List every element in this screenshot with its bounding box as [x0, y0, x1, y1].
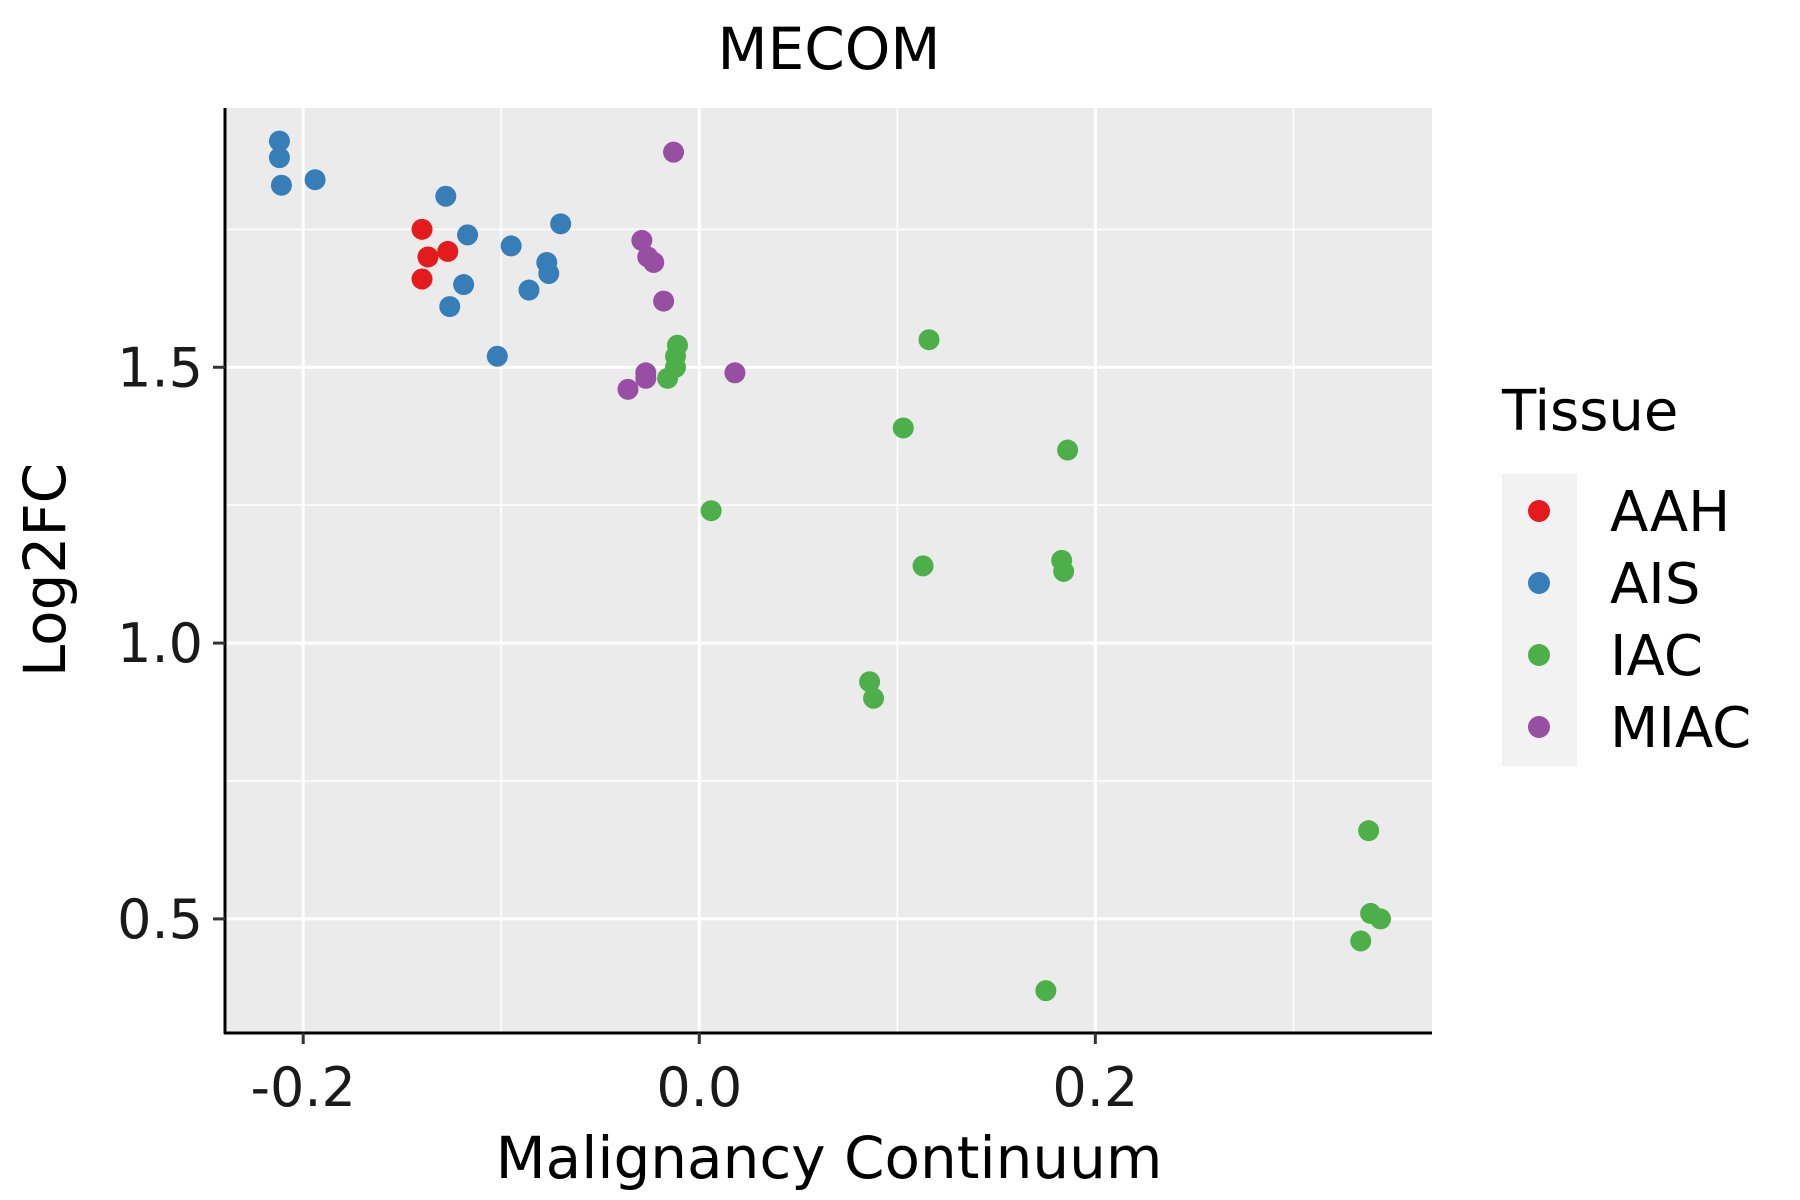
data-point-miac	[617, 378, 639, 400]
data-point-iac	[1350, 930, 1372, 952]
data-point-ais	[500, 235, 522, 257]
data-point-aah	[437, 240, 459, 262]
legend-label-miac: MIAC	[1610, 696, 1751, 761]
y-tick-label: 1.0	[117, 612, 203, 675]
data-point-miac	[643, 251, 665, 273]
data-point-aah	[417, 246, 439, 268]
data-point-iac	[700, 500, 722, 522]
data-point-miac	[635, 367, 657, 389]
legend-key-aah	[1528, 500, 1550, 522]
data-point-ais	[268, 147, 290, 169]
legend-key-ais	[1528, 572, 1550, 594]
legend-key-miac	[1528, 716, 1550, 738]
legend: Tissue AAH AIS IAC MIAC	[1501, 379, 1751, 766]
data-point-ais	[270, 174, 292, 196]
data-points	[268, 130, 1392, 1002]
data-point-iac	[892, 417, 914, 439]
x-axis-title: Malignancy Continuum	[496, 1124, 1163, 1192]
major-gridlines	[224, 108, 1432, 1032]
data-point-iac	[918, 329, 940, 351]
data-point-ais	[518, 279, 540, 301]
data-point-ais	[457, 224, 479, 246]
data-point-ais	[439, 296, 461, 318]
chart-title: MECOM	[718, 15, 941, 83]
x-tick-label: 0.2	[1052, 1056, 1138, 1119]
data-point-iac	[859, 671, 881, 693]
data-point-ais	[486, 345, 508, 367]
x-tick-label: 0.0	[656, 1056, 742, 1119]
data-point-iac	[912, 555, 934, 577]
legend-label-iac: IAC	[1610, 624, 1703, 689]
data-point-iac	[1370, 908, 1392, 930]
legend-label-ais: AIS	[1610, 552, 1700, 617]
plot-panel	[224, 108, 1432, 1032]
data-point-miac	[724, 362, 746, 384]
x-axis-ticks: -0.2 0.0 0.2	[251, 1033, 1138, 1119]
data-point-iac	[1358, 820, 1380, 842]
legend-title: Tissue	[1501, 379, 1678, 444]
y-axis-title: Log2FC	[11, 463, 79, 677]
data-point-ais	[304, 169, 326, 191]
data-point-iac	[1057, 439, 1079, 461]
data-point-ais	[453, 274, 475, 296]
data-point-miac	[631, 229, 653, 251]
data-point-iac	[1035, 980, 1057, 1002]
legend-entries: AAH AIS IAC MIAC	[1528, 480, 1751, 761]
y-tick-label: 1.5	[117, 336, 203, 399]
y-tick-label: 0.5	[117, 888, 203, 951]
data-point-ais	[538, 262, 560, 284]
data-point-ais	[435, 185, 457, 207]
data-point-ais	[550, 213, 572, 235]
data-point-aah	[411, 268, 433, 290]
data-point-ais	[268, 130, 290, 152]
data-point-iac	[1053, 560, 1075, 582]
data-point-iac	[657, 367, 679, 389]
legend-label-aah: AAH	[1610, 480, 1730, 545]
legend-key-iac	[1528, 644, 1550, 666]
x-tick-label: -0.2	[251, 1056, 356, 1119]
data-point-iac	[863, 687, 885, 709]
data-point-miac	[653, 290, 675, 312]
data-point-aah	[411, 218, 433, 240]
y-axis-ticks: 0.5 1.0 1.5	[117, 336, 225, 951]
data-point-miac	[663, 141, 685, 163]
